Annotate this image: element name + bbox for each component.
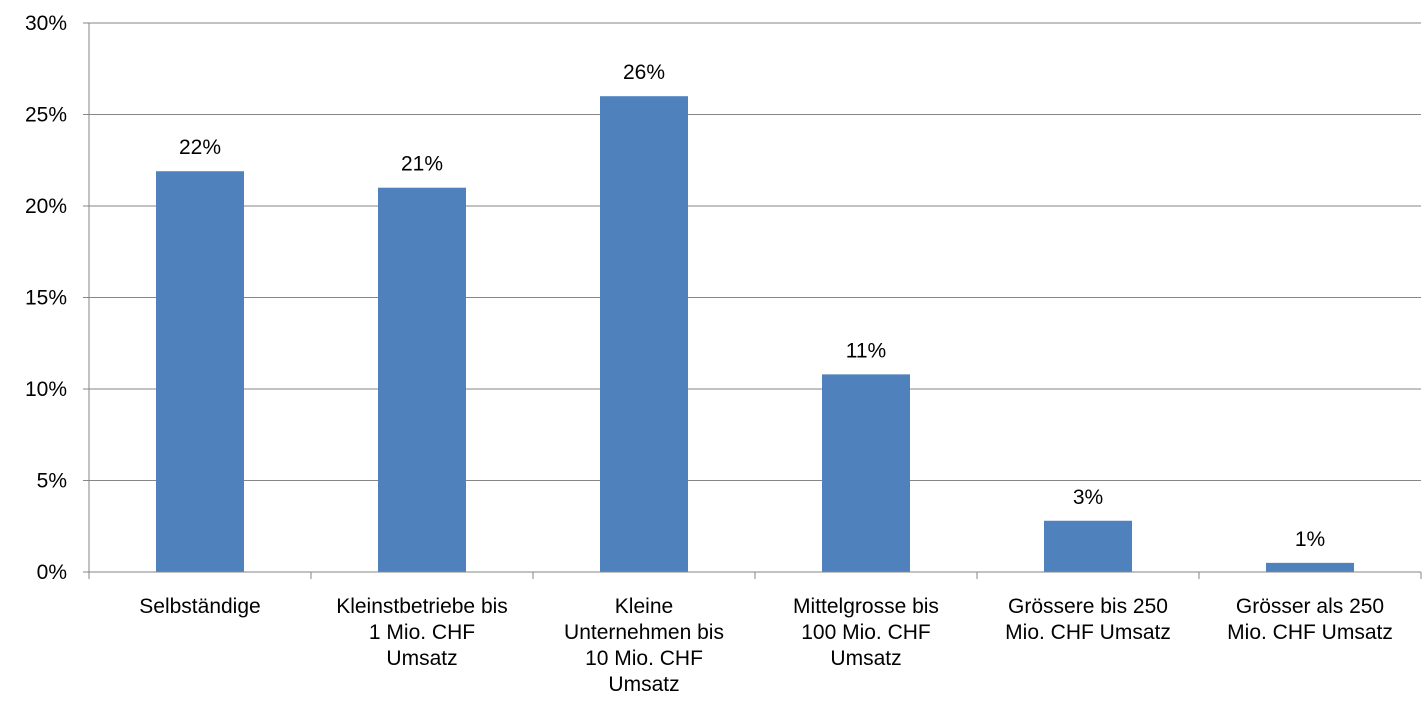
x-tick-label-line: Kleine [615,595,673,618]
data-label: 11% [846,339,886,362]
x-tick-label: Grösser als 250 Mio. CHF Umsatz [1227,595,1393,644]
x-tick-label-line: Selbständige [139,595,260,618]
y-tick-label: 0% [37,561,67,584]
x-tick-label-line: Kleinstbetriebe bis [336,595,508,618]
data-label: 1% [1295,528,1325,551]
x-tick-label-line: 10 Mio. CHF [585,647,703,670]
x-tick-label-line: Umsatz [608,673,679,696]
x-tick-label-line: 1 Mio. CHF [369,621,475,644]
x-tick-label-line: Umsatz [830,647,901,670]
x-tick-label: Kleinstbetriebe bis 1 Mio. CHF Umsatz [336,595,508,670]
data-label: 3% [1073,486,1103,509]
x-tick-label: Kleine Unternehmen bis 10 Mio. CHF Umsatz [564,595,724,696]
bars [156,96,1354,573]
x-tick-label-line: Mio. CHF Umsatz [1227,621,1393,644]
x-tick-label-line: Mio. CHF Umsatz [1005,621,1171,644]
y-tick-label: 30% [25,12,67,35]
y-tick-label: 10% [25,378,67,401]
bar [378,187,466,572]
bar [156,171,244,573]
x-tick-label-line: Mittelgrosse bis [793,595,939,618]
y-tick-label: 5% [37,470,67,493]
data-label: 22% [179,136,221,159]
labels: 0% 5% 10% 15% 20% 25% 30% 22% Selbständige 21% Kle… [25,12,1393,696]
y-tick-label: 20% [25,195,67,218]
bar [600,96,688,572]
x-tick-label-line: Grössere bis 250 [1008,595,1168,618]
bar [1044,520,1132,572]
data-label: 21% [401,153,443,176]
x-tick-label: Selbständige [139,595,260,618]
x-tick-label-line: Grösser als 250 [1236,595,1384,618]
x-tick-label-line: Unternehmen bis [564,621,724,644]
data-label: 26% [623,61,665,84]
y-tick-label: 15% [25,287,67,310]
x-tick-label: Grössere bis 250 Mio. CHF Umsatz [1005,595,1171,644]
gridlines [89,22,1421,481]
bar [1266,562,1354,572]
x-tick-label: Mittelgrosse bis 100 Mio. CHF Umsatz [793,595,939,670]
bar [822,374,910,572]
x-tick-label-line: Umsatz [386,647,457,670]
x-tick-label-line: 100 Mio. CHF [801,621,931,644]
axes [83,22,1422,579]
y-tick-label: 25% [25,104,67,127]
